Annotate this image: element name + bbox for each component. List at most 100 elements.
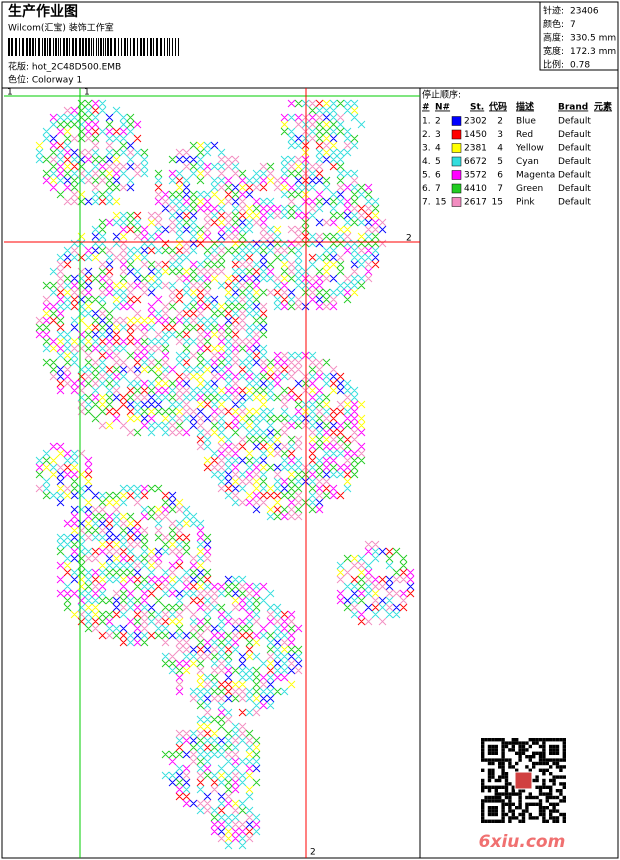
qr-module (511, 738, 515, 742)
row-desc: Pink (516, 198, 535, 208)
qr-module (494, 806, 498, 810)
qr-module (532, 816, 536, 820)
bar-stripe (47, 38, 48, 56)
qr-module (549, 744, 553, 749)
qr-module (494, 819, 498, 823)
qr-module (525, 806, 529, 810)
qr-module (532, 738, 536, 742)
qr-module (555, 748, 560, 752)
bar-stripe (29, 38, 31, 56)
qr-module (504, 812, 509, 817)
qr-module (525, 765, 529, 769)
barcode (8, 38, 179, 56)
qr-module (552, 758, 556, 762)
design-preview (35, 99, 415, 850)
qr-module (494, 748, 498, 752)
qr-module (559, 765, 563, 769)
qr-module (555, 789, 560, 793)
bar-stripe (169, 38, 170, 56)
qr-module (525, 809, 529, 813)
qr-code (481, 738, 566, 823)
bar-stripe (44, 38, 46, 56)
bar-stripe (178, 38, 179, 56)
table-title: 停止顺序: (422, 89, 461, 101)
qr-module (518, 751, 522, 755)
qr-module (508, 816, 512, 820)
qr-module (552, 802, 556, 806)
bar-stripe (55, 38, 57, 56)
qr-module (481, 741, 485, 745)
qr-module (545, 785, 549, 789)
qr-module (545, 806, 549, 810)
qr-module (491, 758, 495, 762)
qr-module (487, 809, 492, 813)
qr-module (487, 789, 492, 793)
qr-module (552, 816, 556, 820)
qr-module (549, 789, 553, 793)
qr-module (542, 806, 546, 810)
qr-module (481, 802, 485, 806)
qr-module (525, 741, 529, 745)
bar-stripe (105, 38, 106, 56)
qr-module (549, 812, 553, 817)
qr-module (504, 741, 509, 745)
qr-module (521, 816, 526, 820)
qr-module (501, 755, 505, 759)
qr-module (515, 792, 519, 796)
qr-module (528, 812, 532, 817)
qr-module (481, 816, 485, 820)
qr-module (511, 765, 515, 769)
qr-module (491, 748, 495, 752)
table-header: 元素 (594, 101, 612, 113)
bar-stripe (103, 38, 104, 56)
qr-module (487, 785, 492, 789)
qr-module (481, 738, 485, 742)
qr-module (552, 738, 556, 742)
qr-module (535, 778, 539, 783)
qr-module (562, 816, 566, 820)
qr-module (528, 802, 532, 806)
bar-stripe (114, 38, 116, 56)
qr-module (481, 751, 485, 755)
qr-module (542, 761, 546, 766)
qr-module (481, 748, 485, 752)
table-header: St. (470, 103, 484, 113)
qr-module (494, 758, 498, 762)
qr-module (559, 738, 563, 742)
qr-module (498, 799, 502, 803)
qr-module (518, 748, 522, 752)
qr-module (542, 772, 546, 776)
qr-module (515, 761, 519, 766)
bar-stripe (133, 38, 135, 56)
qr-module (538, 792, 543, 796)
qr-module (504, 744, 509, 749)
bar-stripe (118, 38, 119, 56)
bar-stripe (100, 38, 102, 56)
qr-module (559, 775, 563, 779)
qr-module (511, 785, 515, 789)
qr-module (528, 744, 532, 749)
qr-module (542, 741, 546, 745)
guide-label: 2 (310, 848, 316, 858)
qr-module (555, 819, 560, 823)
qr-module (491, 785, 495, 789)
qr-module (481, 819, 485, 823)
row-stitches: 2302 (464, 117, 487, 127)
bar-stripe (121, 38, 122, 56)
qr-module (481, 768, 485, 772)
row-needle: 7 (435, 184, 441, 194)
design-file: 花版: hot_2C48D500.EMB (8, 61, 121, 73)
qr-module (562, 755, 566, 759)
bar-stripe (19, 38, 20, 56)
qr-module (521, 744, 526, 749)
qr-module (481, 758, 485, 762)
bar-stripe (96, 38, 97, 56)
qr-module (501, 819, 505, 823)
qr-module (549, 785, 553, 789)
qr-module (542, 809, 546, 813)
qr-module (545, 792, 549, 796)
bar-stripe (66, 38, 68, 56)
qr-module (542, 792, 546, 796)
bar-stripe (72, 38, 74, 56)
qr-module (487, 738, 492, 742)
